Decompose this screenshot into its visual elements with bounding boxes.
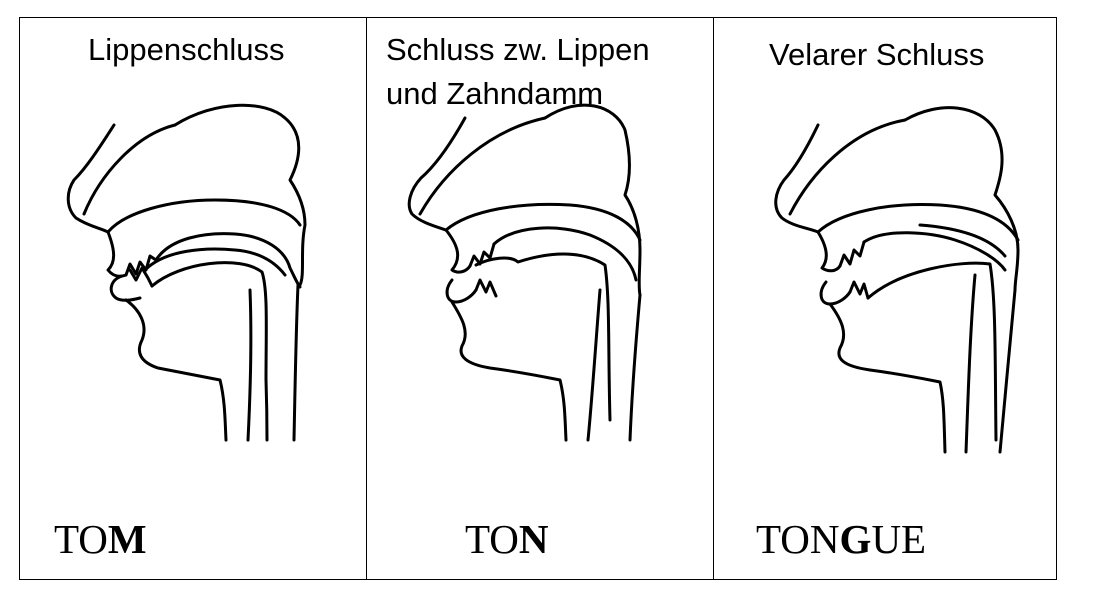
tongue-body — [150, 261, 269, 442]
nasal-bridge-line — [788, 118, 907, 216]
tongue-body — [474, 252, 612, 422]
panel-table — [19, 17, 1057, 580]
panel-title-lippenschluss: Lippenschluss — [88, 32, 285, 67]
lower-teeth — [848, 280, 870, 300]
hard-palate — [816, 203, 1020, 242]
airway — [586, 288, 602, 442]
tongue-dorsum — [492, 226, 638, 282]
tongue-raised — [862, 231, 1007, 272]
airway — [964, 273, 977, 454]
skull-contour — [903, 106, 1020, 292]
example-word-tongue: TONGUE — [756, 516, 927, 562]
nose-outline — [66, 123, 116, 234]
velum — [918, 223, 1007, 258]
pharynx-back-wall — [628, 293, 642, 442]
lower-teeth — [128, 266, 154, 288]
vocal-tract-diagram-alveolar — [407, 103, 642, 442]
tongue-body — [866, 261, 998, 442]
chin-outline — [828, 302, 947, 454]
vocal-tract-diagram-velar — [774, 106, 1020, 454]
nose-outline — [407, 116, 467, 232]
nasal-bridge-line — [82, 123, 177, 216]
chin-outline — [124, 298, 228, 442]
tongue-surface — [143, 247, 287, 277]
nasal-bridge-line — [418, 116, 547, 216]
lower-lip — [819, 280, 852, 306]
nose-outline — [774, 123, 820, 234]
panel-title-zahndamm: Schluss zw. Lippen und Zahndamm — [386, 32, 650, 111]
pharynx-back-wall — [292, 283, 300, 442]
example-word-tom: TOM — [54, 516, 147, 562]
vocal-tract-diagram-lips — [66, 103, 307, 442]
panel-divider — [713, 17, 714, 580]
airway — [246, 288, 253, 442]
hard-palate — [106, 198, 302, 234]
skull-contour — [173, 103, 307, 287]
lower-teeth — [474, 278, 498, 298]
upper-lip — [816, 230, 842, 273]
upper-teeth — [838, 240, 866, 268]
upper-teeth — [468, 242, 496, 268]
pharynx-back-wall — [998, 288, 1017, 454]
panel-title-velar: Velarer Schluss — [769, 37, 985, 72]
lower-lip — [109, 274, 142, 302]
tongue-dorsum — [154, 232, 302, 289]
panel-divider — [366, 17, 367, 580]
upper-teeth — [124, 254, 158, 277]
hard-palate — [444, 202, 642, 242]
chin-outline — [450, 300, 568, 442]
example-word-ton: TON — [465, 516, 549, 562]
upper-lip — [106, 230, 128, 278]
skull-contour — [543, 103, 642, 297]
upper-lip — [444, 228, 472, 274]
lower-lip — [445, 278, 478, 304]
